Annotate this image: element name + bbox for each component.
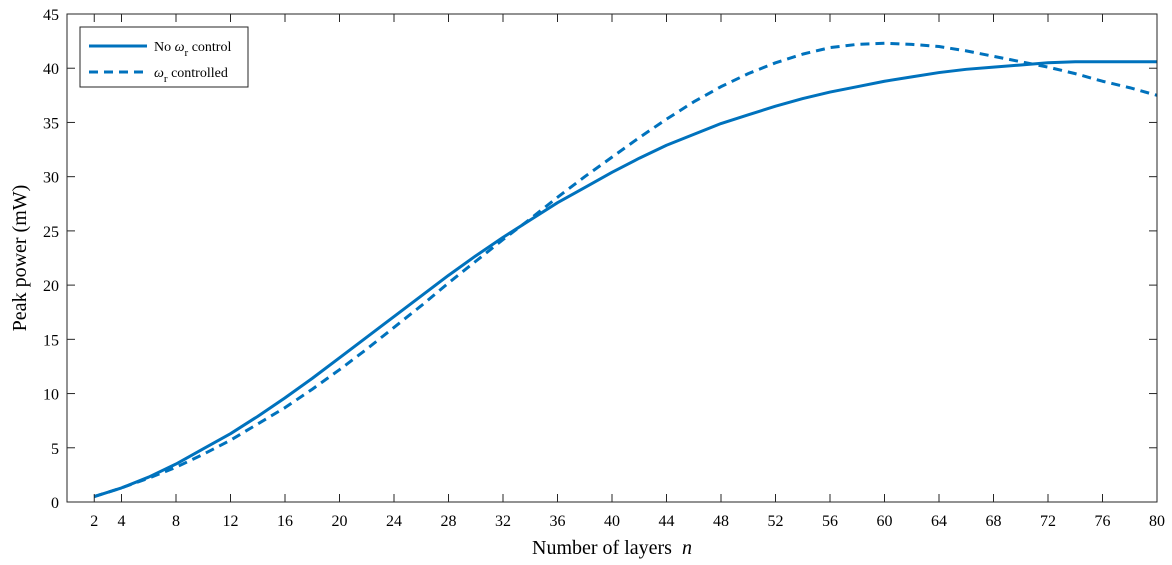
x-tick-label: 56 — [822, 513, 838, 530]
x-tick-label: 48 — [713, 513, 729, 530]
x-tick-label: 32 — [495, 513, 511, 530]
y-tick-label: 20 — [43, 278, 59, 295]
x-tick-label: 12 — [223, 513, 239, 530]
x-tick-label: 64 — [931, 513, 947, 530]
legend: No ωr control ωr controlled — [79, 26, 249, 88]
x-tick-label: 40 — [604, 513, 620, 530]
x-tick-label: 4 — [118, 513, 126, 530]
series-layer — [93, 41, 1158, 499]
y-tick-label: 30 — [43, 170, 59, 187]
y-tick-label: 25 — [43, 224, 59, 241]
x-tick-label: 76 — [1095, 513, 1111, 530]
x-tick-label: 80 — [1149, 513, 1165, 530]
x-tick-label: 60 — [877, 513, 893, 530]
x-tick-label: 44 — [659, 513, 675, 530]
legend-box — [79, 26, 249, 88]
x-tick-label: 52 — [768, 513, 784, 530]
y-tick-label: 10 — [43, 387, 59, 404]
legend-label: No ωr control — [154, 40, 231, 59]
x-tick-label: 68 — [986, 513, 1002, 530]
x-tick-label: 2 — [90, 513, 98, 530]
legend-label: ωr controlled — [154, 66, 228, 85]
y-tick-label: 45 — [43, 7, 59, 24]
x-tick-label: 16 — [277, 513, 293, 530]
x-axis-title-variable: n — [682, 537, 692, 559]
x-tick-label: 36 — [550, 513, 566, 530]
y-tick-label: 40 — [43, 61, 59, 78]
x-axis-title-text: Number of layers — [532, 537, 672, 559]
x-tick-label: 20 — [332, 513, 348, 530]
x-tick-label: 24 — [386, 513, 402, 530]
axes-layer: 2 4 8 12 16 20 24 28 32 36 40 44 48 52 56 60 64 68 72 76 800… — [43, 7, 1165, 530]
y-axis-title: Peak power (mW) — [9, 185, 31, 332]
x-axis-title: Number of layers n — [532, 537, 692, 559]
x-tick-label: 28 — [441, 513, 457, 530]
y-tick-label: 15 — [43, 332, 59, 349]
y-tick-label: 0 — [51, 495, 59, 512]
series-line-no-control — [93, 60, 1157, 499]
x-tick-label: 8 — [172, 513, 180, 530]
x-tick-label: 72 — [1040, 513, 1056, 530]
series-line-controlled — [93, 41, 1158, 499]
y-tick-label: 5 — [51, 441, 59, 458]
y-tick-label: 35 — [43, 115, 59, 132]
